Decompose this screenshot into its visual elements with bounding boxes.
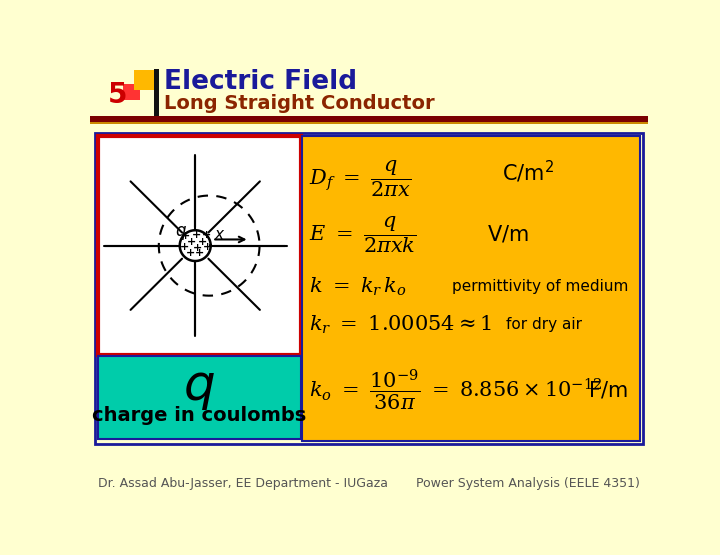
Bar [98,136,301,355]
Text: $k\ =\ k_r\,k_o$: $k\ =\ k_r\,k_o$ [309,276,406,298]
Bar [90,116,648,122]
Text: $q$: $q$ [175,224,187,243]
Text: +: + [203,242,212,252]
Text: +: + [181,231,191,241]
Bar [154,69,159,117]
Text: $D_f\ =\ \dfrac{q}{2\pi x}$: $D_f\ =\ \dfrac{q}{2\pi x}$ [309,158,411,199]
Bar [94,133,644,444]
Bar [123,84,140,100]
Text: +: + [180,242,189,252]
Text: Electric Field: Electric Field [164,69,358,95]
Text: $\mathrm{F/m}$: $\mathrm{F/m}$ [588,380,627,401]
Text: $\mathrm{C/m}^2$: $\mathrm{C/m}^2$ [503,159,554,185]
Text: Long Straight Conductor: Long Straight Conductor [164,94,435,113]
Text: $E\ =\ \dfrac{q}{2\pi x k}$: $E\ =\ \dfrac{q}{2\pi x k}$ [309,214,416,255]
Text: +: + [198,237,207,247]
Text: 5: 5 [107,81,127,109]
Text: $k_o\ =\ \dfrac{10^{-9}}{36\pi}\ =\ 8.856\times10^{-12}$: $k_o\ =\ \dfrac{10^{-9}}{36\pi}\ =\ 8.85… [309,367,602,412]
Text: $x$: $x$ [215,228,226,242]
Text: +: + [195,248,204,258]
Text: Dr. Assad Abu-Jasser, EE Department - IUGaza: Dr. Assad Abu-Jasser, EE Department - IU… [98,477,388,491]
Bar [98,356,301,439]
Text: $k_r\ =\ 1.00054 \approx 1$: $k_r\ =\ 1.00054 \approx 1$ [309,314,492,336]
Bar [90,122,648,124]
Text: $q$: $q$ [184,363,215,412]
Text: +: + [186,248,195,258]
Text: +: + [186,237,196,247]
Text: $\mathrm{V/m}$: $\mathrm{V/m}$ [487,224,528,245]
Text: +: + [202,230,211,240]
Text: +: + [192,230,202,240]
Circle shape [180,230,211,261]
Text: for dry air: for dry air [506,317,582,332]
Text: Power System Analysis (EELE 4351): Power System Analysis (EELE 4351) [416,477,640,491]
Text: permittivity of medium: permittivity of medium [452,279,629,294]
Text: charge in coulombs: charge in coulombs [92,406,307,426]
Text: +: + [193,243,202,253]
Bar [134,70,153,90]
Bar [302,136,640,441]
